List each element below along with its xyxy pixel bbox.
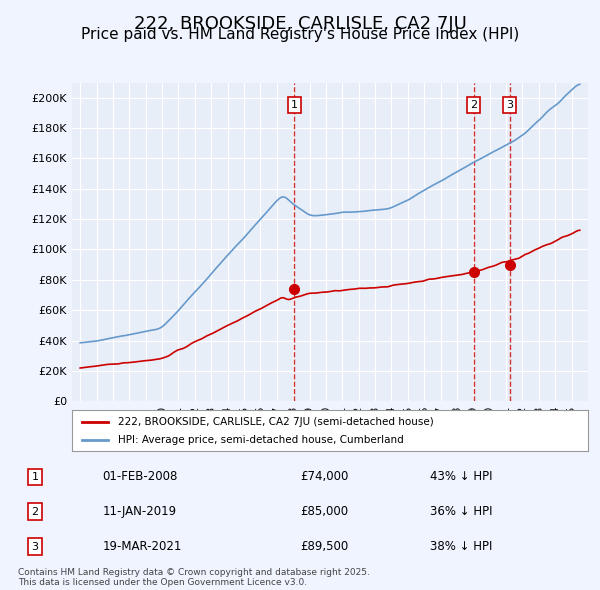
Text: HPI: Average price, semi-detached house, Cumberland: HPI: Average price, semi-detached house,…	[118, 435, 404, 445]
Text: 222, BROOKSIDE, CARLISLE, CA2 7JU (semi-detached house): 222, BROOKSIDE, CARLISLE, CA2 7JU (semi-…	[118, 417, 434, 427]
Text: £85,000: £85,000	[300, 505, 348, 519]
Text: 36% ↓ HPI: 36% ↓ HPI	[430, 505, 492, 519]
Text: 19-MAR-2021: 19-MAR-2021	[103, 540, 182, 553]
Text: 2: 2	[470, 100, 478, 110]
Text: 3: 3	[506, 100, 513, 110]
Text: 38% ↓ HPI: 38% ↓ HPI	[430, 540, 492, 553]
Text: 3: 3	[31, 542, 38, 552]
Text: £74,000: £74,000	[300, 470, 349, 483]
Text: 1: 1	[31, 472, 38, 482]
Text: £89,500: £89,500	[300, 540, 348, 553]
Text: 2: 2	[31, 507, 38, 517]
Text: 1: 1	[291, 100, 298, 110]
Text: 11-JAN-2019: 11-JAN-2019	[103, 505, 177, 519]
Text: Price paid vs. HM Land Registry's House Price Index (HPI): Price paid vs. HM Land Registry's House …	[81, 27, 519, 41]
Text: 222, BROOKSIDE, CARLISLE, CA2 7JU: 222, BROOKSIDE, CARLISLE, CA2 7JU	[134, 15, 466, 33]
Text: 43% ↓ HPI: 43% ↓ HPI	[430, 470, 492, 483]
Text: Contains HM Land Registry data © Crown copyright and database right 2025.
This d: Contains HM Land Registry data © Crown c…	[18, 568, 370, 587]
Text: 01-FEB-2008: 01-FEB-2008	[103, 470, 178, 483]
